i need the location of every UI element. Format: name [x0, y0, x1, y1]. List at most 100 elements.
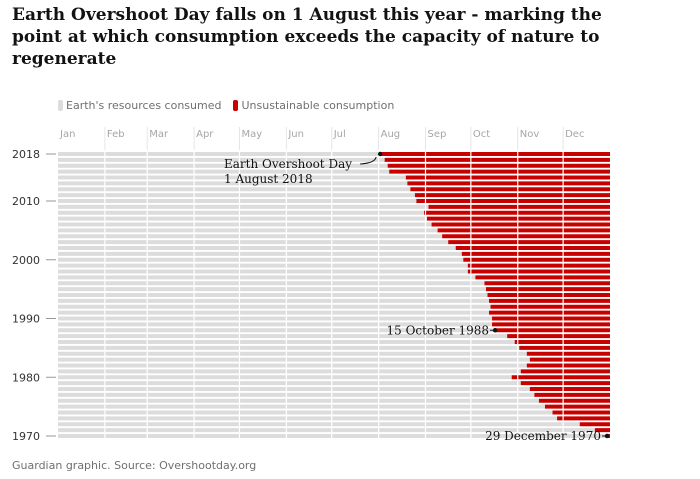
bar-unsustainable-2011	[414, 193, 610, 198]
bar-unsustainable-1991	[489, 310, 610, 315]
x-tick-label-jan: Jan	[59, 129, 75, 140]
bar-consumed-2002	[58, 246, 456, 250]
bar-consumed-2003	[58, 240, 449, 245]
x-tick-label-mar: Mar	[149, 129, 169, 140]
bar-consumed-1987	[58, 334, 508, 339]
bar-unsustainable-2005	[437, 228, 610, 233]
legend-item-unsustainable: Unsustainable consumption	[233, 99, 394, 112]
bar-unsustainable-2010	[416, 199, 610, 203]
annotation-dot-1988	[492, 328, 498, 333]
bar-unsustainable-1974	[552, 410, 610, 415]
x-tick-label-may: May	[241, 129, 262, 140]
bar-unsustainable-2015	[389, 169, 610, 174]
bar-consumed-1974	[58, 410, 553, 415]
x-tick-label-apr: Apr	[196, 129, 214, 140]
bar-consumed-1998	[58, 269, 468, 274]
bar-consumed-1994	[58, 293, 488, 297]
y-tick-label-2000: 2000	[12, 254, 40, 267]
bar-unsustainable-1983	[529, 357, 610, 362]
bar-unsustainable-1975	[544, 404, 610, 409]
bar-unsustainable-2008	[423, 210, 610, 215]
annotation-leader-2018	[360, 156, 377, 165]
bar-consumed-1971	[58, 428, 595, 433]
bar-unsustainable-2002	[455, 246, 610, 250]
bar-consumed-2016	[58, 163, 388, 168]
bar-unsustainable-2014	[405, 175, 610, 180]
bar-consumed-2018	[58, 152, 381, 156]
bar-unsustainable-1999	[467, 263, 610, 268]
bar-consumed-2013	[58, 181, 408, 186]
bar-unsustainable-1992	[490, 304, 610, 309]
y-tick-label-1970: 1970	[12, 430, 40, 443]
bar-consumed-2011	[58, 193, 415, 198]
x-tick-label-jun: Jun	[287, 129, 304, 140]
bar-consumed-1996	[58, 281, 485, 286]
bar-consumed-1976	[58, 398, 539, 403]
bar-consumed-2017	[58, 157, 385, 162]
bar-unsustainable-2016	[387, 163, 610, 168]
bar-consumed-1982	[58, 363, 527, 368]
bar-unsustainable-1972	[579, 422, 610, 427]
bar-consumed-1992	[58, 304, 491, 309]
bar-unsustainable-1998	[467, 269, 610, 274]
y-tick-label-2010: 2010	[12, 195, 40, 208]
bar-unsustainable-2004	[442, 234, 610, 239]
legend-label-unsustainable: Unsustainable consumption	[241, 99, 395, 112]
bar-unsustainable-1976	[538, 398, 610, 403]
bar-unsustainable-1995	[485, 287, 610, 292]
bar-unsustainable-2000	[463, 257, 610, 262]
annotation-dot-2018	[377, 151, 383, 157]
bar-consumed-2010	[58, 199, 417, 203]
bar-consumed-1990	[58, 316, 493, 321]
bar-unsustainable-1997	[475, 275, 610, 280]
bar-consumed-1993	[58, 298, 490, 303]
bar-unsustainable-1993	[489, 298, 610, 303]
x-tick-label-sep: Sep	[427, 129, 446, 140]
legend-swatch-consumed	[58, 100, 63, 111]
source-note: Guardian graphic. Source: Overshootday.o…	[12, 459, 257, 472]
x-tick-label-aug: Aug	[381, 129, 401, 140]
bar-consumed-1999	[58, 263, 468, 268]
bar-unsustainable-1973	[557, 416, 610, 421]
bar-consumed-2015	[58, 169, 390, 174]
bar-unsustainable-1986	[514, 340, 610, 344]
bar-unsustainable-2006	[431, 222, 610, 227]
bar-unsustainable-1979	[520, 381, 610, 386]
bar-unsustainable-1971	[594, 428, 610, 433]
bar-consumed-1983	[58, 357, 530, 362]
bar-unsustainable-2012	[410, 187, 610, 192]
bar-consumed-2007	[58, 216, 428, 221]
bar-consumed-1981	[58, 369, 521, 374]
x-tick-label-dec: Dec	[565, 129, 584, 140]
bar-consumed-1978	[58, 387, 530, 391]
annotation-label-2018-line1: Earth Overshoot Day	[224, 157, 352, 171]
bar-consumed-2006	[58, 222, 432, 227]
bar-unsustainable-1987	[507, 334, 610, 339]
bar-unsustainable-1994	[487, 293, 610, 297]
legend: Earth's resources consumed Unsustainable…	[58, 99, 406, 112]
y-tick-label-1980: 1980	[12, 371, 40, 384]
x-tick-label-jul: Jul	[333, 129, 346, 140]
bar-consumed-1977	[58, 392, 535, 397]
bar-consumed-1975	[58, 404, 545, 409]
bar-consumed-2012	[58, 187, 411, 192]
bar-consumed-2004	[58, 234, 443, 239]
bar-unsustainable-1996	[484, 281, 610, 286]
annotation-label-1970: 29 December 1970	[485, 429, 601, 443]
bar-consumed-2009	[58, 204, 429, 209]
bar-consumed-1970	[58, 434, 607, 438]
bar-unsustainable-2017	[384, 157, 610, 162]
bar-consumed-1988	[58, 328, 496, 333]
bar-unsustainable-2001	[461, 251, 610, 256]
bar-unsustainable-2018	[380, 152, 610, 156]
bar-unsustainable-1977	[534, 392, 610, 397]
bar-unsustainable-1980	[511, 375, 610, 380]
chart-title: Earth Overshoot Day falls on 1 August th…	[12, 5, 602, 69]
legend-label-consumed: Earth's resources consumed	[66, 99, 222, 112]
annotation-label-2018-line2: 1 August 2018	[224, 172, 313, 186]
bar-consumed-1984	[58, 351, 527, 356]
bar-unsustainable-2007	[427, 216, 610, 221]
bar-unsustainable-2003	[448, 240, 610, 245]
x-tick-label-oct: Oct	[473, 129, 490, 140]
